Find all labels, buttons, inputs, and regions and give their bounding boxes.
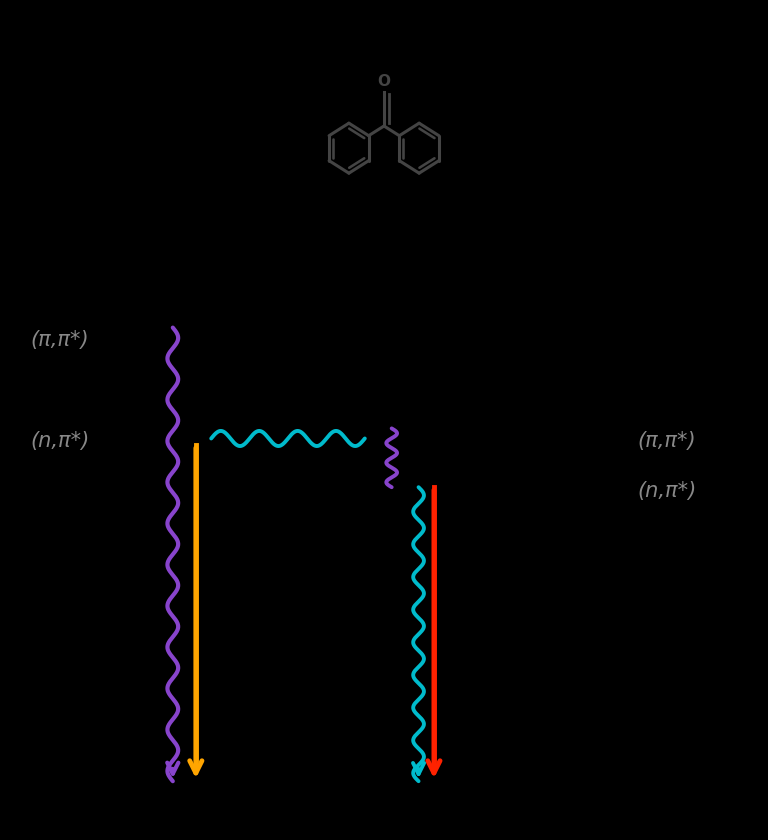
Text: O: O (378, 74, 390, 89)
Text: (n,π*): (n,π*) (637, 481, 697, 501)
Text: (π,π*): (π,π*) (31, 330, 89, 350)
Text: (n,π*): (n,π*) (31, 431, 90, 451)
Text: (π,π*): (π,π*) (637, 431, 696, 451)
